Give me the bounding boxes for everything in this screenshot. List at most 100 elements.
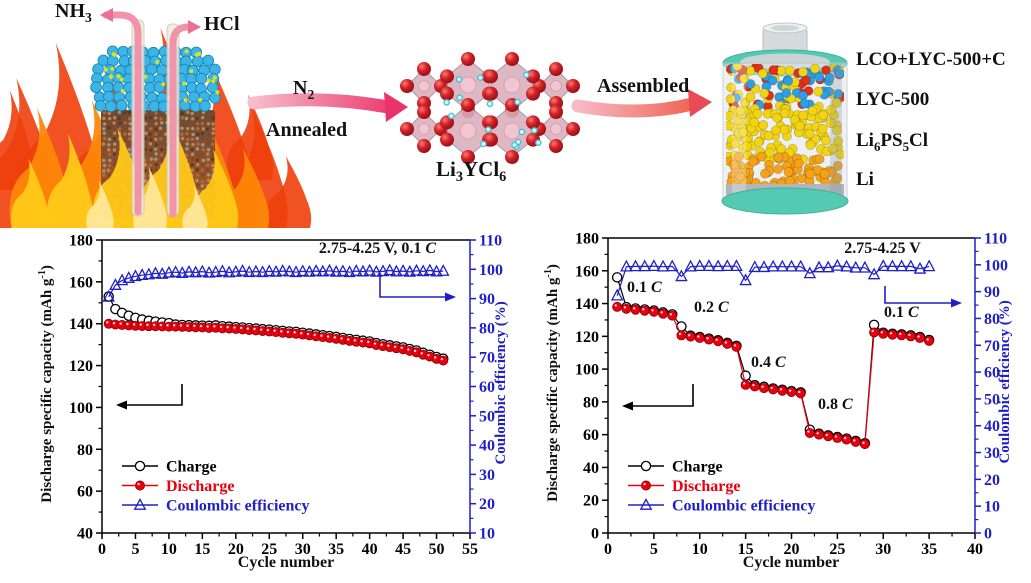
chart1-rate-label-4: 0.1 C: [884, 304, 919, 321]
svg-text:30: 30: [479, 467, 495, 484]
battery-layer-label-2: Li6PS5Cl: [856, 130, 929, 154]
battery-layer-label-1: LYC-500: [856, 89, 930, 110]
svg-text:80: 80: [984, 311, 1000, 328]
annealed-label: Annealed: [266, 119, 348, 141]
svg-text:20: 20: [479, 496, 495, 513]
svg-text:20: 20: [984, 472, 1000, 489]
svg-text:10: 10: [984, 499, 1000, 516]
nh3-label: NH3: [55, 0, 92, 25]
battery-layer-label-3: Li: [856, 169, 874, 190]
svg-text:0: 0: [98, 541, 106, 558]
svg-text:30: 30: [875, 541, 891, 558]
chart-legend-0: Charge Discharge Coulombic efficiency: [122, 459, 310, 515]
svg-text:90: 90: [479, 291, 495, 308]
chart1-rate-label-3: 0.8 C: [818, 396, 853, 413]
chart1-xlabel: Cycle number: [742, 554, 840, 571]
chart0-xlabel: Cycle number: [237, 554, 335, 571]
svg-text:55: 55: [462, 541, 478, 558]
svg-text:Coulombic efficiency: Coulombic efficiency: [166, 498, 310, 515]
svg-text:30: 30: [295, 541, 311, 558]
svg-text:20: 20: [784, 541, 800, 558]
chart-frame-1: 0 5 10 15 20 25 30 35 40020406080100120140160180…: [575, 231, 1008, 559]
svg-text:0: 0: [604, 541, 612, 558]
svg-text:140: 140: [575, 296, 599, 313]
svg-text:0: 0: [984, 526, 992, 543]
svg-text:10: 10: [161, 541, 177, 558]
chart1-ylabel-left: Discharge specific capacity (mAh g-1): [543, 264, 562, 502]
chart0-annotation: 2.75-4.25 V, 0.1 C: [318, 240, 437, 257]
svg-text:70: 70: [479, 350, 495, 367]
chart1-ylabel-right: Coulombic efficiency (%): [997, 300, 1014, 464]
svg-text:60: 60: [583, 427, 599, 444]
chart-legend-1: Charge Discharge Coulombic efficiency: [628, 459, 816, 515]
svg-text:Charge: Charge: [672, 459, 723, 476]
svg-text:Discharge: Discharge: [166, 478, 234, 495]
svg-text:10: 10: [692, 541, 708, 558]
svg-text:40: 40: [479, 438, 495, 455]
n2-anneal-arrow: [247, 92, 408, 122]
svg-text:35: 35: [921, 541, 937, 558]
svg-text:50: 50: [429, 541, 445, 558]
svg-text:120: 120: [575, 329, 599, 346]
svg-text:40: 40: [583, 460, 599, 477]
svg-text:35: 35: [328, 541, 344, 558]
assembled-arrow: [571, 89, 712, 118]
svg-text:140: 140: [69, 316, 93, 333]
svg-text:60: 60: [77, 484, 93, 501]
chart0-ylabel-right: Coulombic efficiency (%): [493, 301, 510, 465]
svg-text:80: 80: [479, 320, 495, 337]
svg-text:40: 40: [77, 526, 93, 543]
svg-text:60: 60: [984, 365, 1000, 382]
series-discharge-1: [612, 301, 935, 450]
svg-text:50: 50: [479, 408, 495, 425]
svg-text:60: 60: [479, 379, 495, 396]
svg-text:0: 0: [591, 526, 599, 543]
svg-text:80: 80: [583, 394, 599, 411]
svg-text:Discharge: Discharge: [672, 478, 740, 495]
chart-1: 0 5 10 15 20 25 30 35 40020406080100120140160180…: [575, 231, 1008, 559]
gas-release-arrows: [100, 8, 201, 218]
chart-frame-0: 0 5 10 15 20 25 30 35 40 45 50 55 40 60 80 100 120 140 160…: [69, 233, 503, 559]
battery-layers: [726, 64, 844, 199]
svg-text:40: 40: [967, 541, 983, 558]
svg-text:40: 40: [984, 418, 1000, 435]
svg-text:5: 5: [131, 541, 139, 558]
assembled-label: Assembled: [597, 75, 690, 97]
svg-text:10: 10: [479, 526, 495, 543]
series-discharge-0: [103, 318, 449, 366]
series-coulombic-efficiency-1: [610, 258, 936, 301]
svg-text:90: 90: [984, 284, 1000, 301]
svg-text:50: 50: [984, 391, 1000, 408]
svg-text:25: 25: [829, 541, 845, 558]
svg-text:5: 5: [650, 541, 658, 558]
svg-text:25: 25: [261, 541, 277, 558]
material-label: Li3YCl6: [436, 157, 507, 186]
svg-text:100: 100: [575, 362, 599, 379]
crystal-structure: [400, 52, 580, 164]
chart-0: 0 5 10 15 20 25 30 35 40 45 50 55 40 60 80 100 120 140 160…: [69, 233, 503, 559]
svg-text:40: 40: [362, 541, 378, 558]
svg-text:180: 180: [69, 233, 93, 250]
chart1-rate-label-1: 0.2 C: [694, 299, 729, 316]
svg-text:180: 180: [575, 231, 599, 248]
hcl-label: HCl: [204, 13, 240, 35]
svg-text:30: 30: [984, 445, 1000, 462]
svg-text:Charge: Charge: [166, 459, 217, 476]
svg-text:20: 20: [228, 541, 244, 558]
svg-text:100: 100: [984, 257, 1008, 274]
svg-text:15: 15: [738, 541, 754, 558]
series-coulombic-efficiency-0: [102, 263, 450, 302]
battery-layer-label-0: LCO+LYC-500+C: [856, 49, 1006, 70]
chart1-rate-label-2: 0.4 C: [751, 354, 786, 371]
chart0-ylabel-left: Discharge specific capacity (mAh g-1): [37, 265, 56, 503]
svg-text:110: 110: [984, 231, 1007, 248]
n2-label: N2: [293, 77, 315, 102]
chart1-annotation: 2.75-4.25 V: [844, 240, 921, 257]
svg-text:80: 80: [77, 442, 93, 459]
svg-text:100: 100: [479, 262, 503, 279]
svg-text:160: 160: [69, 274, 93, 291]
svg-text:70: 70: [984, 338, 1000, 355]
svg-text:Coulombic efficiency: Coulombic efficiency: [672, 498, 816, 515]
